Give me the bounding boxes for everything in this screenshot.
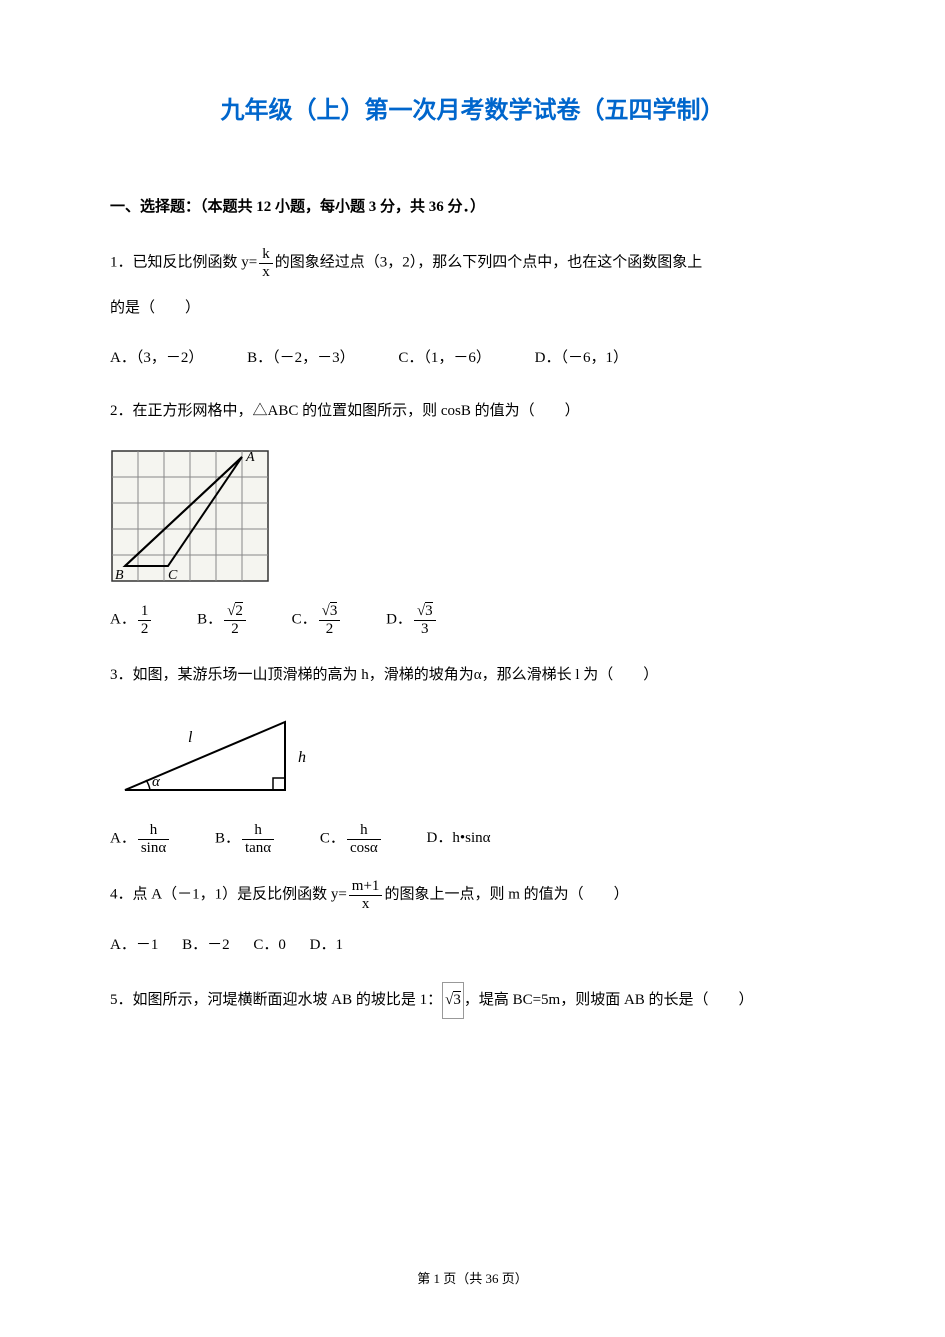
q3-label-l: l: [188, 729, 193, 746]
q4-optA: A．－1: [110, 930, 158, 960]
q1-optB: B．（－2，－3）: [247, 343, 355, 373]
q1-post1: 的图象经过点（3，2），那么下列四个点中，也在这个函数图象上: [275, 254, 703, 270]
q4-fraction: m+1x: [349, 878, 383, 912]
q3-optD: D．h•sinα: [427, 823, 491, 853]
q2-optB: B．√22: [197, 603, 248, 637]
q2-optC: C．√32: [292, 603, 343, 637]
q4-post: 的图象上一点，则 m 的值为（ ）: [384, 886, 628, 902]
q3-figure: l h α: [110, 710, 835, 810]
q3-optA: A．hsinα: [110, 822, 171, 856]
q1-optC: C．（1，－6）: [398, 343, 491, 373]
q2-optD: D．√33: [386, 603, 438, 637]
page-title: 九年级（上）第一次月考数学试卷（五四学制）: [110, 90, 835, 125]
question-1: 1．已知反比例函数 y=kx的图象经过点（3，2），那么下列四个点中，也在这个函…: [110, 246, 835, 325]
question-4: 4．点 A（－1，1）是反比例函数 y=m+1x的图象上一点，则 m 的值为（ …: [110, 878, 835, 912]
q3-options: A．hsinα B．htanα C．hcosα D．h•sinα: [110, 822, 835, 856]
q2-label-A: A: [245, 450, 255, 465]
q2-label-B: B: [115, 568, 124, 583]
q4-pre: 4．点 A（－1，1）是反比例函数 y=: [110, 886, 347, 902]
q1-optA: A．（3，－2）: [110, 343, 203, 373]
page-footer: 第 1 页（共 36 页）: [0, 1268, 945, 1287]
q2-grid-svg: A B C: [110, 446, 270, 586]
q2-figure: A B C: [110, 446, 835, 591]
q4-optB: B．－2: [182, 930, 230, 960]
q5-post: ，堤高 BC=5m，则坡面 AB 的长是（ ）: [464, 992, 754, 1008]
q5-sqrt-box: √3: [442, 982, 464, 1019]
q3-label-alpha: α: [152, 774, 161, 790]
question-3: 3．如图，某游乐场一山顶滑梯的高为 h，滑梯的坡角为α，那么滑梯长 l 为（ ）: [110, 659, 835, 692]
q3-label-h: h: [298, 749, 306, 766]
question-2: 2．在正方形网格中，△ABC 的位置如图所示，则 cosB 的值为（ ）: [110, 395, 835, 428]
q2-optA: A．12: [110, 603, 153, 637]
q1-options: A．（3，－2） B．（－2，－3） C．（1，－6） D．（－6，1）: [110, 343, 835, 373]
q3-text: 3．如图，某游乐场一山顶滑梯的高为 h，滑梯的坡角为α，那么滑梯长 l 为（ ）: [110, 659, 835, 692]
q1-optD: D．（－6，1）: [535, 343, 628, 373]
q2-text: 2．在正方形网格中，△ABC 的位置如图所示，则 cosB 的值为（ ）: [110, 395, 835, 428]
q4-optC: C．0: [253, 930, 286, 960]
q1-pre: 1．已知反比例函数 y=: [110, 254, 257, 270]
q5-pre: 5．如图所示，河堤横断面迎水坡 AB 的坡比是 1：: [110, 992, 442, 1008]
q3-optB: B．htanα: [215, 822, 276, 856]
q3-optC: C．hcosα: [320, 822, 383, 856]
q1-post2: 的是（ ）: [110, 292, 835, 325]
q1-fraction: kx: [259, 246, 273, 280]
q4-optD: D．1: [310, 930, 343, 960]
question-5: 5．如图所示，河堤横断面迎水坡 AB 的坡比是 1：√3，堤高 BC=5m，则坡…: [110, 982, 835, 1019]
q2-options: A．12 B．√22 C．√32 D．√33: [110, 603, 835, 637]
q2-label-C: C: [168, 568, 178, 583]
q4-options: A．－1 B．－2 C．0 D．1: [110, 930, 835, 960]
section-header: 一、选择题：（本题共 12 小题，每小题 3 分，共 36 分．）: [110, 195, 835, 216]
q3-triangle-svg: l h α: [110, 710, 330, 805]
